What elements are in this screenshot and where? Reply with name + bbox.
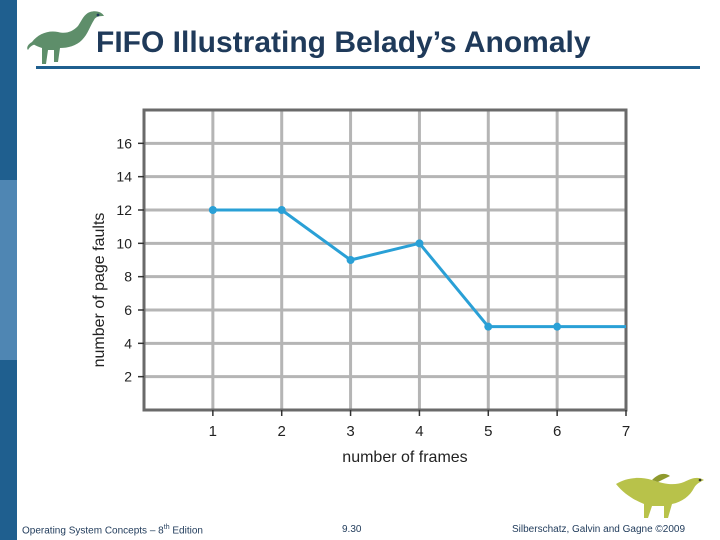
y-tick-label: 10 (116, 235, 132, 251)
y-tick-label: 12 (116, 202, 132, 218)
x-tick-label: 6 (553, 423, 561, 440)
x-tick-label: 5 (484, 423, 492, 440)
x-tick-label: 3 (346, 423, 354, 440)
chart-series (208, 206, 626, 331)
x-axis-label: number of frames (342, 449, 467, 466)
y-tick-label: 8 (124, 269, 132, 285)
x-tick-label: 4 (415, 423, 423, 440)
title-divider (36, 66, 700, 69)
left-accent-bar (0, 0, 17, 540)
x-tick-label: 7 (622, 423, 630, 440)
x-tick-label: 2 (278, 423, 286, 440)
y-tick-label: 14 (116, 169, 132, 185)
data-point (553, 322, 562, 331)
footer-page-number: 9.30 (342, 524, 362, 535)
footer-book-title: Operating System Concepts – 8th Edition (22, 524, 203, 537)
plot-background (144, 110, 626, 410)
footer-authors: Silberschatz, Galvin and Gagne ©2009 (512, 524, 686, 535)
dinosaur-footer-icon (616, 473, 704, 518)
y-tick-label: 6 (124, 302, 132, 318)
y-tick-label: 16 (116, 135, 132, 151)
y-axis-label: number of page faults (91, 213, 108, 368)
x-tick-label: 1 (209, 423, 217, 440)
y-tick-label: 2 (124, 369, 132, 385)
data-point (346, 256, 355, 264)
dinosaur-logo-icon (27, 11, 104, 65)
chart-grid (144, 110, 628, 410)
data-point (208, 206, 217, 214)
plot-frame (142, 108, 628, 412)
data-point (277, 206, 286, 214)
data-point (415, 239, 424, 248)
y-tick-label: 4 (124, 335, 132, 351)
slide-title: FIFO Illustrating Belady’s Anomaly (96, 26, 591, 59)
data-point (484, 322, 493, 331)
